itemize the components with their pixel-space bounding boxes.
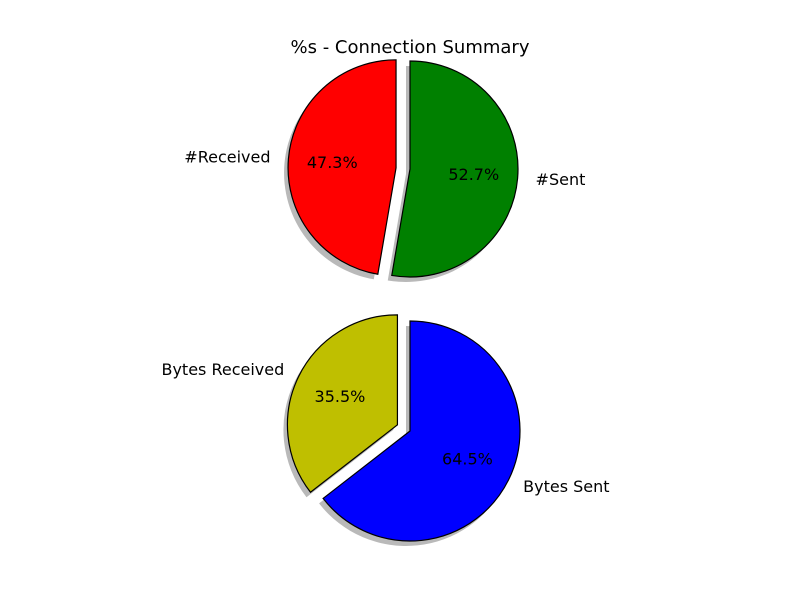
pie-bytes: Bytes Received 35.5% Bytes Sent 64.5% — [161, 314, 610, 546]
slice-label-sent: #Sent — [536, 170, 586, 189]
slice-label-bytes-received: Bytes Received — [161, 360, 284, 379]
pie-bytes-slices — [286, 314, 521, 542]
chart-title: %s - Connection Summary — [291, 37, 530, 58]
pie-slice-bytes-sent — [322, 320, 521, 542]
slice-percent-bytes-received: 35.5% — [315, 387, 366, 406]
slice-percent-bytes-sent: 64.5% — [442, 450, 493, 469]
pie-connections-labels: #Received 47.3% #Sent 52.7% — [184, 148, 585, 190]
pie-slice-sent — [391, 60, 519, 278]
pie-connections: #Received 47.3% #Sent 52.7% — [184, 59, 585, 282]
pie-slice-bytes-received — [286, 314, 399, 494]
slice-label-received: #Received — [184, 148, 270, 167]
pie-bytes-labels: Bytes Received 35.5% Bytes Sent 64.5% — [161, 360, 609, 496]
slice-percent-received: 47.3% — [307, 153, 358, 172]
slice-percent-sent: 52.7% — [448, 165, 499, 184]
pie-connections-slices — [287, 59, 519, 278]
pie-slice-received — [287, 59, 397, 275]
slice-label-bytes-sent: Bytes Sent — [523, 477, 609, 496]
